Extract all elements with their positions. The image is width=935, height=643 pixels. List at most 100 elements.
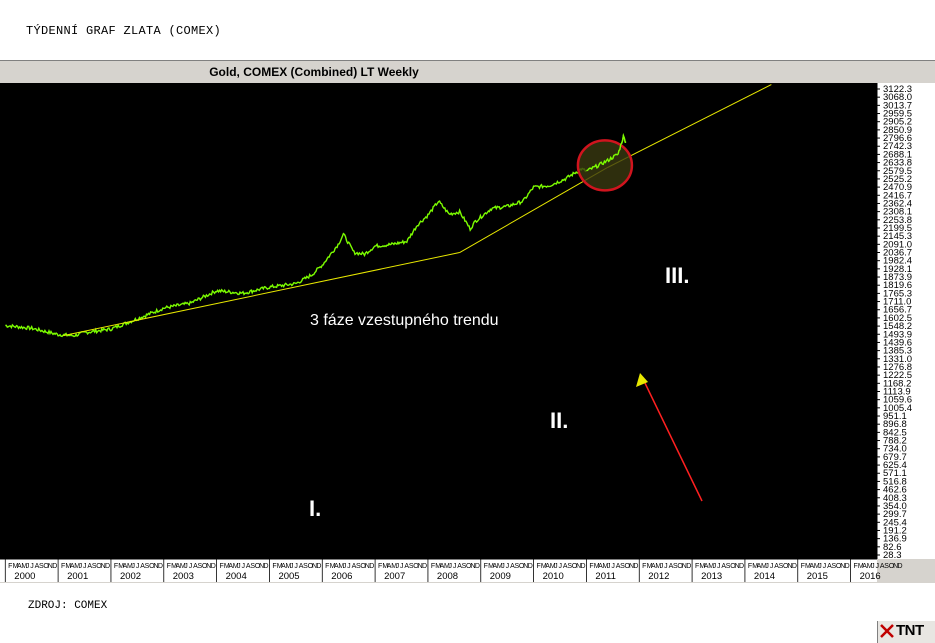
x-month-label: D: [633, 563, 638, 570]
x-month-label: N: [206, 563, 211, 570]
x-month-label: O: [308, 563, 314, 570]
x-month-label: N: [629, 563, 634, 570]
x-year-label: 2003: [173, 571, 194, 582]
x-month-label: N: [735, 563, 740, 570]
x-month-label: A: [457, 563, 462, 570]
y-tick-label: 462.6: [883, 485, 907, 496]
x-month-label: A: [87, 563, 92, 570]
x-month-label: S: [303, 563, 308, 570]
x-month-label: M: [435, 563, 441, 570]
x-month-label: N: [312, 563, 317, 570]
y-tick-label: 842.5: [883, 427, 907, 438]
y-tick-label: 1331.0: [883, 354, 912, 365]
x-year-label: 2001: [67, 571, 88, 582]
x-month-label: S: [197, 563, 202, 570]
x-month-label: S: [92, 563, 97, 570]
y-tick-label: 1602.5: [883, 313, 912, 324]
x-month-label: M: [761, 563, 767, 570]
x-month-label: M: [814, 563, 820, 570]
y-tick-label: 1439.6: [883, 337, 912, 348]
x-year-label: 2007: [384, 571, 405, 582]
x-month-label: S: [831, 563, 836, 570]
x-month-label: O: [677, 563, 683, 570]
x-month-label: A: [721, 563, 726, 570]
x-month-label: J: [83, 563, 87, 570]
x-year-label: 2008: [437, 571, 458, 582]
x-month-label: S: [514, 563, 519, 570]
x-month-label: S: [779, 563, 784, 570]
x-year-label: 2000: [14, 571, 35, 582]
y-tick-label: 3013.7: [883, 100, 912, 111]
x-year-label: 2005: [278, 571, 299, 582]
x-month-label: S: [39, 563, 44, 570]
y-tick-label: 299.7: [883, 509, 907, 520]
x-month-label: J: [131, 563, 135, 570]
x-month-label: N: [523, 563, 528, 570]
y-tick-label: 1982.4: [883, 256, 912, 267]
x-month-label: A: [880, 563, 885, 570]
x-month-label: A: [281, 563, 286, 570]
y-tick-label: 1059.6: [883, 395, 912, 406]
y-tick-label: 1765.3: [883, 288, 912, 299]
x-month-label: M: [391, 563, 397, 570]
x-month-label: O: [625, 563, 631, 570]
x-month-label: A: [827, 563, 832, 570]
x-month-label: J: [347, 563, 351, 570]
x-month-label: O: [572, 563, 578, 570]
phase-label-3: III.: [665, 263, 689, 288]
x-month-label: A: [809, 563, 814, 570]
x-month-label: M: [286, 563, 292, 570]
x-month-label: D: [686, 563, 691, 570]
y-tick-label: 2253.8: [883, 215, 912, 226]
y-tick-label: 1168.2: [883, 378, 911, 389]
x-month-label: N: [48, 563, 53, 570]
x-month-label: M: [805, 563, 811, 570]
x-month-label: J: [818, 563, 822, 570]
x-month-label: J: [660, 563, 664, 570]
x-month-label: J: [611, 563, 615, 570]
y-tick-label: 734.0: [883, 444, 907, 455]
x-month-label: O: [149, 563, 155, 570]
x-month-label: N: [259, 563, 264, 570]
y-tick-label: 1005.4: [883, 403, 912, 414]
x-month-label: M: [655, 563, 661, 570]
x-month-label: N: [418, 563, 423, 570]
x-month-label: A: [334, 563, 339, 570]
x-axis-panel: [0, 559, 877, 582]
x-month-label: A: [387, 563, 392, 570]
tnt-logo-text: TNT: [896, 622, 924, 639]
y-tick-label: 245.4: [883, 517, 907, 528]
x-month-label: J: [400, 563, 404, 570]
x-month-label: A: [651, 563, 656, 570]
x-month-label: M: [488, 563, 494, 570]
page-title: TÝDENNÍ GRAF ZLATA (COMEX): [26, 24, 222, 38]
x-month-label: O: [519, 563, 525, 570]
x-month-label: D: [528, 563, 533, 570]
x-month-label: F: [536, 563, 540, 570]
x-month-label: J: [554, 563, 558, 570]
phase-annotation-text: 3 fáze vzestupného trendu: [310, 312, 499, 329]
x-month-label: F: [167, 563, 171, 570]
x-month-label: O: [43, 563, 49, 570]
x-month-label: M: [708, 563, 714, 570]
y-tick-label: 28.3: [883, 550, 902, 561]
x-month-label: F: [748, 563, 752, 570]
x-month-label: J: [184, 563, 188, 570]
x-month-label: J: [607, 563, 611, 570]
x-year-label: 2010: [543, 571, 564, 582]
x-month-label: F: [642, 563, 646, 570]
x-month-label: J: [343, 563, 347, 570]
x-month-label: J: [448, 563, 452, 570]
x-month-label: M: [338, 563, 344, 570]
y-tick-label: 354.0: [883, 501, 907, 512]
x-month-label: O: [360, 563, 366, 570]
x-month-label: D: [369, 563, 374, 570]
x-month-label: A: [616, 563, 621, 570]
x-month-label: F: [431, 563, 435, 570]
x-month-label: A: [70, 563, 75, 570]
x-month-label: F: [695, 563, 699, 570]
x-month-label: F: [220, 563, 224, 570]
breakout-circle: [576, 139, 634, 192]
x-month-label: O: [783, 563, 789, 570]
x-month-label: O: [202, 563, 208, 570]
